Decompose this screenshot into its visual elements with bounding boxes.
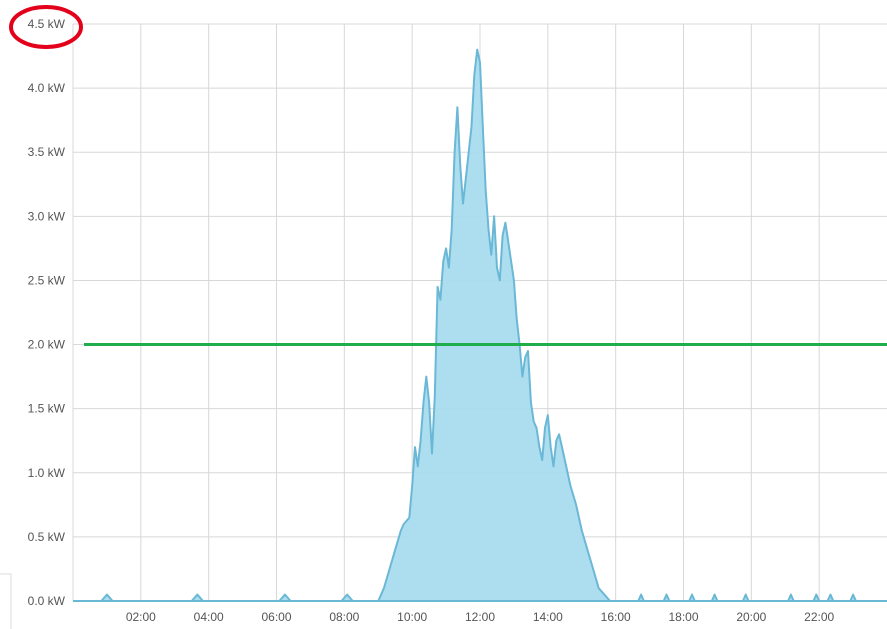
x-tick-label: 02:00: [126, 610, 156, 624]
y-tick-label: 2.0 kW: [28, 338, 66, 352]
annotation-layer: [0, 5, 83, 629]
x-tick-label: 04:00: [194, 610, 224, 624]
x-tick-label: 14:00: [533, 610, 563, 624]
y-tick-label: 2.5 kW: [28, 273, 66, 287]
x-tick-label: 22:00: [804, 610, 834, 624]
y-tick-label: 4.0 kW: [28, 81, 66, 95]
x-tick-label: 08:00: [329, 610, 359, 624]
y-tick-label: 4.5 kW: [28, 17, 66, 31]
area-fill: [73, 49, 887, 602]
y-tick-label: 3.0 kW: [28, 209, 66, 223]
y-tick-label: 1.5 kW: [28, 402, 66, 416]
y-tick-label: 1.0 kW: [28, 466, 66, 480]
x-tick-label: 16:00: [601, 610, 631, 624]
x-tick-label: 20:00: [736, 610, 766, 624]
x-tick-label: 12:00: [465, 610, 495, 624]
y-tick-label: 3.5 kW: [28, 145, 66, 159]
panel-edge: [0, 573, 12, 629]
x-tick-label: 06:00: [261, 610, 291, 624]
y-tick-label: 0.0 kW: [28, 594, 66, 608]
series-area: [73, 48, 887, 602]
x-tick-label: 10:00: [397, 610, 427, 624]
x-tick-label: 18:00: [668, 610, 698, 624]
y-tick-label: 0.5 kW: [28, 530, 66, 544]
axis-labels: 0.0 kW 0.5 kW 1.0 kW 1.5 kW 2.0 kW 2.5 kW 3.0 …: [28, 17, 835, 624]
highlight-ellipse: [9, 5, 83, 49]
